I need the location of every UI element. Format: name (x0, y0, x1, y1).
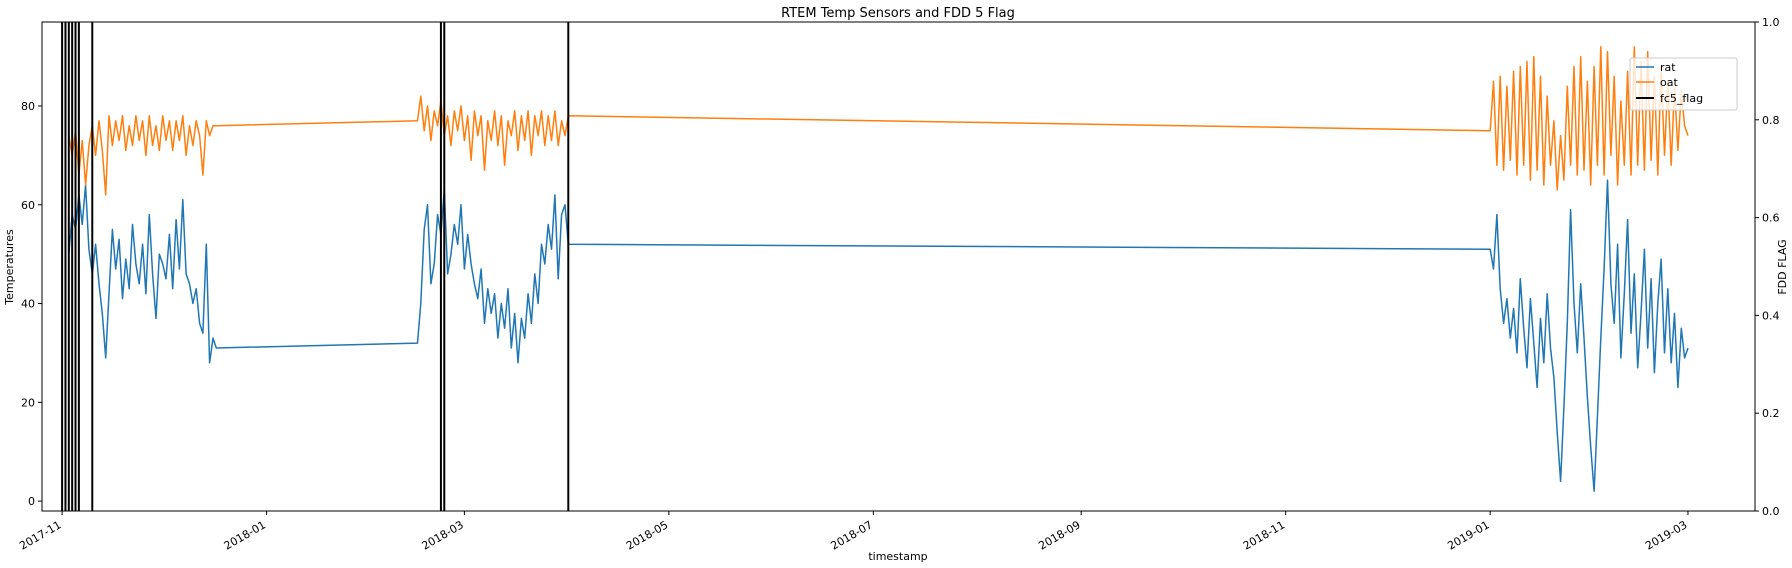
y-tick-label: 80 (21, 100, 35, 113)
x-tick-label: 2018-07 (829, 518, 875, 552)
legend-label-oat: oat (1660, 76, 1678, 89)
y-axis-label: Temperatures (3, 229, 16, 306)
x-tick-label: 2018-01 (222, 518, 268, 552)
series-line-oat (68, 45, 1689, 196)
legend-label-fc5-flag: fc5_flag (1660, 92, 1703, 105)
y2-tick-label: 0.0 (1762, 505, 1780, 518)
x-tick-label: 2018-09 (1036, 518, 1082, 552)
series-line-rat (68, 179, 1689, 492)
y2-tick-label: 0.6 (1762, 212, 1780, 225)
y2-tick-label: 0.4 (1762, 309, 1780, 322)
y-tick-label: 20 (21, 396, 35, 409)
x-tick-label: 2018-11 (1241, 518, 1287, 552)
y-tick-label: 40 (21, 298, 35, 311)
x-axis-label: timestamp (868, 550, 927, 563)
y-tick-label: 0 (28, 495, 35, 508)
y-tick-label: 60 (21, 199, 35, 212)
y2-tick-label: 0.2 (1762, 407, 1780, 420)
legend-label-rat: rat (1660, 61, 1676, 74)
legend-box (1629, 57, 1738, 111)
y-axis: 0 20 40 60 80 (21, 100, 42, 508)
y2-tick-label: 1.0 (1762, 16, 1780, 29)
x-tick-label: 2019-01 (1445, 518, 1491, 552)
x-tick-label: 2017-11 (17, 518, 63, 552)
x-axis: 2017-11 2018-01 2018-03 2018-05 2018-07 2018-… (17, 511, 1689, 553)
y2-tick-label: 0.8 (1762, 114, 1780, 127)
x-tick-label: 2019-03 (1643, 518, 1689, 552)
chart-title: RTEM Temp Sensors and FDD 5 Flag (781, 6, 1015, 21)
x-tick-label: 2018-05 (624, 518, 670, 552)
y2-axis-label: FDD FLAG (1776, 239, 1789, 294)
y2-axis: 0.0 0.2 0.4 0.6 0.8 1.0 (1755, 16, 1780, 518)
plot-frame (41, 21, 1756, 512)
series-layer (61, 22, 1689, 511)
legend: rat oat fc5_flag (1629, 57, 1738, 111)
x-tick-label: 2018-03 (420, 518, 466, 552)
